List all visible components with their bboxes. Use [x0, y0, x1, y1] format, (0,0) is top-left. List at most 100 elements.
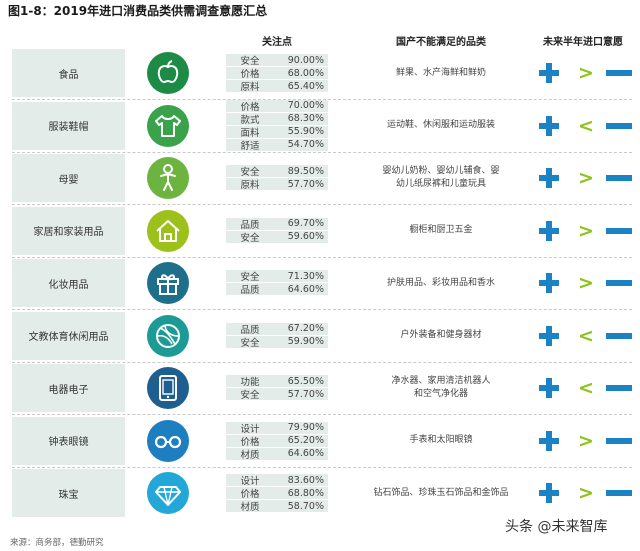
unmet-line: 橱柜和厨卫五金: [409, 225, 473, 235]
unmet-categories: 运动鞋、休闲服和运动服装: [356, 102, 526, 150]
focus-percent: 89.50%: [287, 165, 324, 177]
plus-icon: [536, 207, 562, 255]
focus-percent: 79.90%: [287, 422, 324, 433]
focus-item: 舒适 54.70%: [226, 138, 328, 152]
unmet-categories: 鲜果、水产海鲜和鲜奶: [356, 49, 526, 97]
unmet-categories: 婴幼儿奶粉、婴幼儿辅食、婴 幼儿纸尿裤和儿童玩具: [356, 154, 526, 202]
tshirt-icon: [147, 104, 189, 147]
focus-percent: 55.90%: [287, 126, 324, 137]
plus-icon: [536, 312, 562, 360]
unmet-line: 鲜果、水产海鲜和鲜奶: [395, 67, 486, 78]
focus-percent: 71.30%: [287, 270, 324, 282]
table-row: 珠宝 设计 83.60% 价格 68.80% 材质 58.70% 钻石饰品、珍珠玉石饰品和金饰…: [0, 468, 640, 518]
table-row: 电器电子 功能 65.50% 安全 57.70% 净水器、家用清洁机器人 和空气净化器 <: [0, 363, 640, 413]
unmet-line: 户外装备和健身器材: [400, 330, 482, 340]
focus-item: 款式 68.30%: [226, 112, 328, 126]
table-row: 食品 安全 90.00% 价格 68.00% 原料 65.40% 鲜果、水产海鲜和鲜奶 >: [0, 48, 640, 98]
focus-percent: 54.70%: [287, 139, 324, 150]
house-icon: [147, 209, 189, 252]
category-label: 电器电子: [12, 364, 125, 412]
focus-percent: 59.90%: [287, 336, 324, 347]
focus-percent: 65.40%: [287, 80, 324, 92]
focus-attribute: 功能: [240, 377, 260, 388]
unmet-line: 运动鞋、休闲服和运动服装: [386, 120, 495, 130]
unmet-categories: 橱柜和厨卫五金: [356, 207, 526, 255]
focus-list: 价格 70.00% 款式 68.30% 面料 55.90% 舒适 54.70%: [226, 99, 328, 152]
focus-percent: 65.20%: [287, 435, 324, 446]
focus-item: 原料 65.40%: [226, 80, 328, 93]
focus-attribute: 舒适: [240, 140, 260, 152]
focus-attribute: 原料: [240, 180, 260, 191]
row-divider: [12, 204, 632, 205]
focus-list: 安全 90.00% 价格 68.00% 原料 65.40%: [226, 54, 328, 93]
comparison-sign: >: [578, 429, 594, 452]
category-label: 母婴: [12, 154, 125, 202]
focus-attribute: 价格: [240, 489, 260, 500]
focus-item: 面料 55.90%: [226, 125, 328, 139]
unmet-line: 和空气净化器: [413, 389, 468, 399]
focus-item: 品质 67.20%: [226, 322, 328, 336]
focus-percent: 64.60%: [287, 448, 324, 459]
focus-item: 安全 89.50%: [226, 165, 328, 178]
focus-attribute: 设计: [240, 476, 260, 487]
focus-attribute: 原料: [240, 82, 260, 93]
focus-item: 安全 71.30%: [226, 270, 328, 283]
comparison-sign: <: [578, 114, 594, 137]
header-focus: 关注点: [262, 37, 292, 48]
category-label: 珠宝: [12, 469, 125, 517]
category-label: 食品: [12, 49, 125, 97]
focus-percent: 64.60%: [287, 283, 324, 295]
focus-percent: 57.70%: [287, 388, 324, 400]
focus-percent: 83.60%: [287, 474, 324, 486]
unmet-categories: 手表和太阳眼镜: [356, 417, 526, 465]
comparison-sign: <: [578, 324, 594, 347]
minus-icon: [602, 154, 636, 202]
minus-icon: [602, 207, 636, 255]
plus-icon: [536, 364, 562, 412]
apple-icon: [147, 52, 189, 94]
focus-percent: 68.80%: [287, 487, 324, 499]
focus-list: 设计 79.90% 价格 65.20% 材质 64.60%: [226, 421, 328, 461]
table-row: 文教体育休闲用品 品质 67.20% 安全 59.90% 户外装备和健身器材 <: [0, 311, 640, 361]
row-divider: [12, 361, 632, 363]
plus-icon: [536, 469, 562, 517]
row-divider: [12, 151, 632, 153]
focus-list: 功能 65.50% 安全 57.70%: [226, 375, 328, 401]
focus-attribute: 安全: [240, 272, 260, 283]
plus-icon: [536, 102, 562, 150]
baby-icon: [147, 157, 189, 199]
focus-percent: 67.20%: [287, 323, 324, 334]
watermark: 头条 @未来智库: [505, 519, 608, 535]
focus-attribute: 安全: [240, 167, 260, 178]
focus-item: 品质 64.60%: [226, 283, 328, 296]
focus-attribute: 设计: [240, 423, 260, 435]
category-label: 服装鞋帽: [12, 101, 125, 150]
focus-item: 价格 70.00%: [226, 99, 328, 113]
unmet-line: 幼儿纸尿裤和儿童玩具: [395, 179, 486, 189]
row-divider: [12, 309, 632, 310]
focus-attribute: 品质: [240, 285, 260, 296]
table-row: 母婴 安全 89.50% 原料 57.70% 婴幼儿奶粉、婴幼儿辅食、婴 幼儿纸尿裤和儿童玩…: [0, 153, 640, 203]
focus-percent: 70.00%: [287, 100, 324, 111]
focus-list: 安全 71.30% 品质 64.60%: [226, 270, 328, 296]
focus-item: 设计 83.60%: [226, 474, 328, 487]
focus-attribute: 价格: [240, 436, 260, 448]
comparison-sign: >: [578, 167, 594, 189]
focus-item: 安全 90.00%: [226, 54, 328, 67]
focus-attribute: 安全: [240, 56, 260, 67]
focus-attribute: 价格: [240, 101, 260, 113]
focus-percent: 69.70%: [287, 218, 324, 229]
focus-item: 价格 65.20%: [226, 434, 328, 448]
unmet-categories: 户外装备和健身器材: [356, 312, 526, 360]
minus-icon: [602, 417, 636, 465]
focus-item: 原料 57.70%: [226, 178, 328, 191]
minus-icon: [602, 102, 636, 150]
header-intent: 未来半年进口意愿: [543, 37, 623, 48]
unmet-line: 钻石饰品、珍珠玉石饰品和金饰品: [373, 487, 509, 498]
focus-percent: 58.70%: [287, 500, 324, 512]
focus-item: 品质 69.70%: [226, 217, 328, 231]
glasses-icon: [147, 419, 189, 462]
table-row: 家居和家装用品 品质 69.70% 安全 59.60% 橱柜和厨卫五金 >: [0, 206, 640, 256]
focus-percent: 59.60%: [287, 231, 324, 242]
focus-list: 品质 69.70% 安全 59.60%: [226, 217, 328, 244]
